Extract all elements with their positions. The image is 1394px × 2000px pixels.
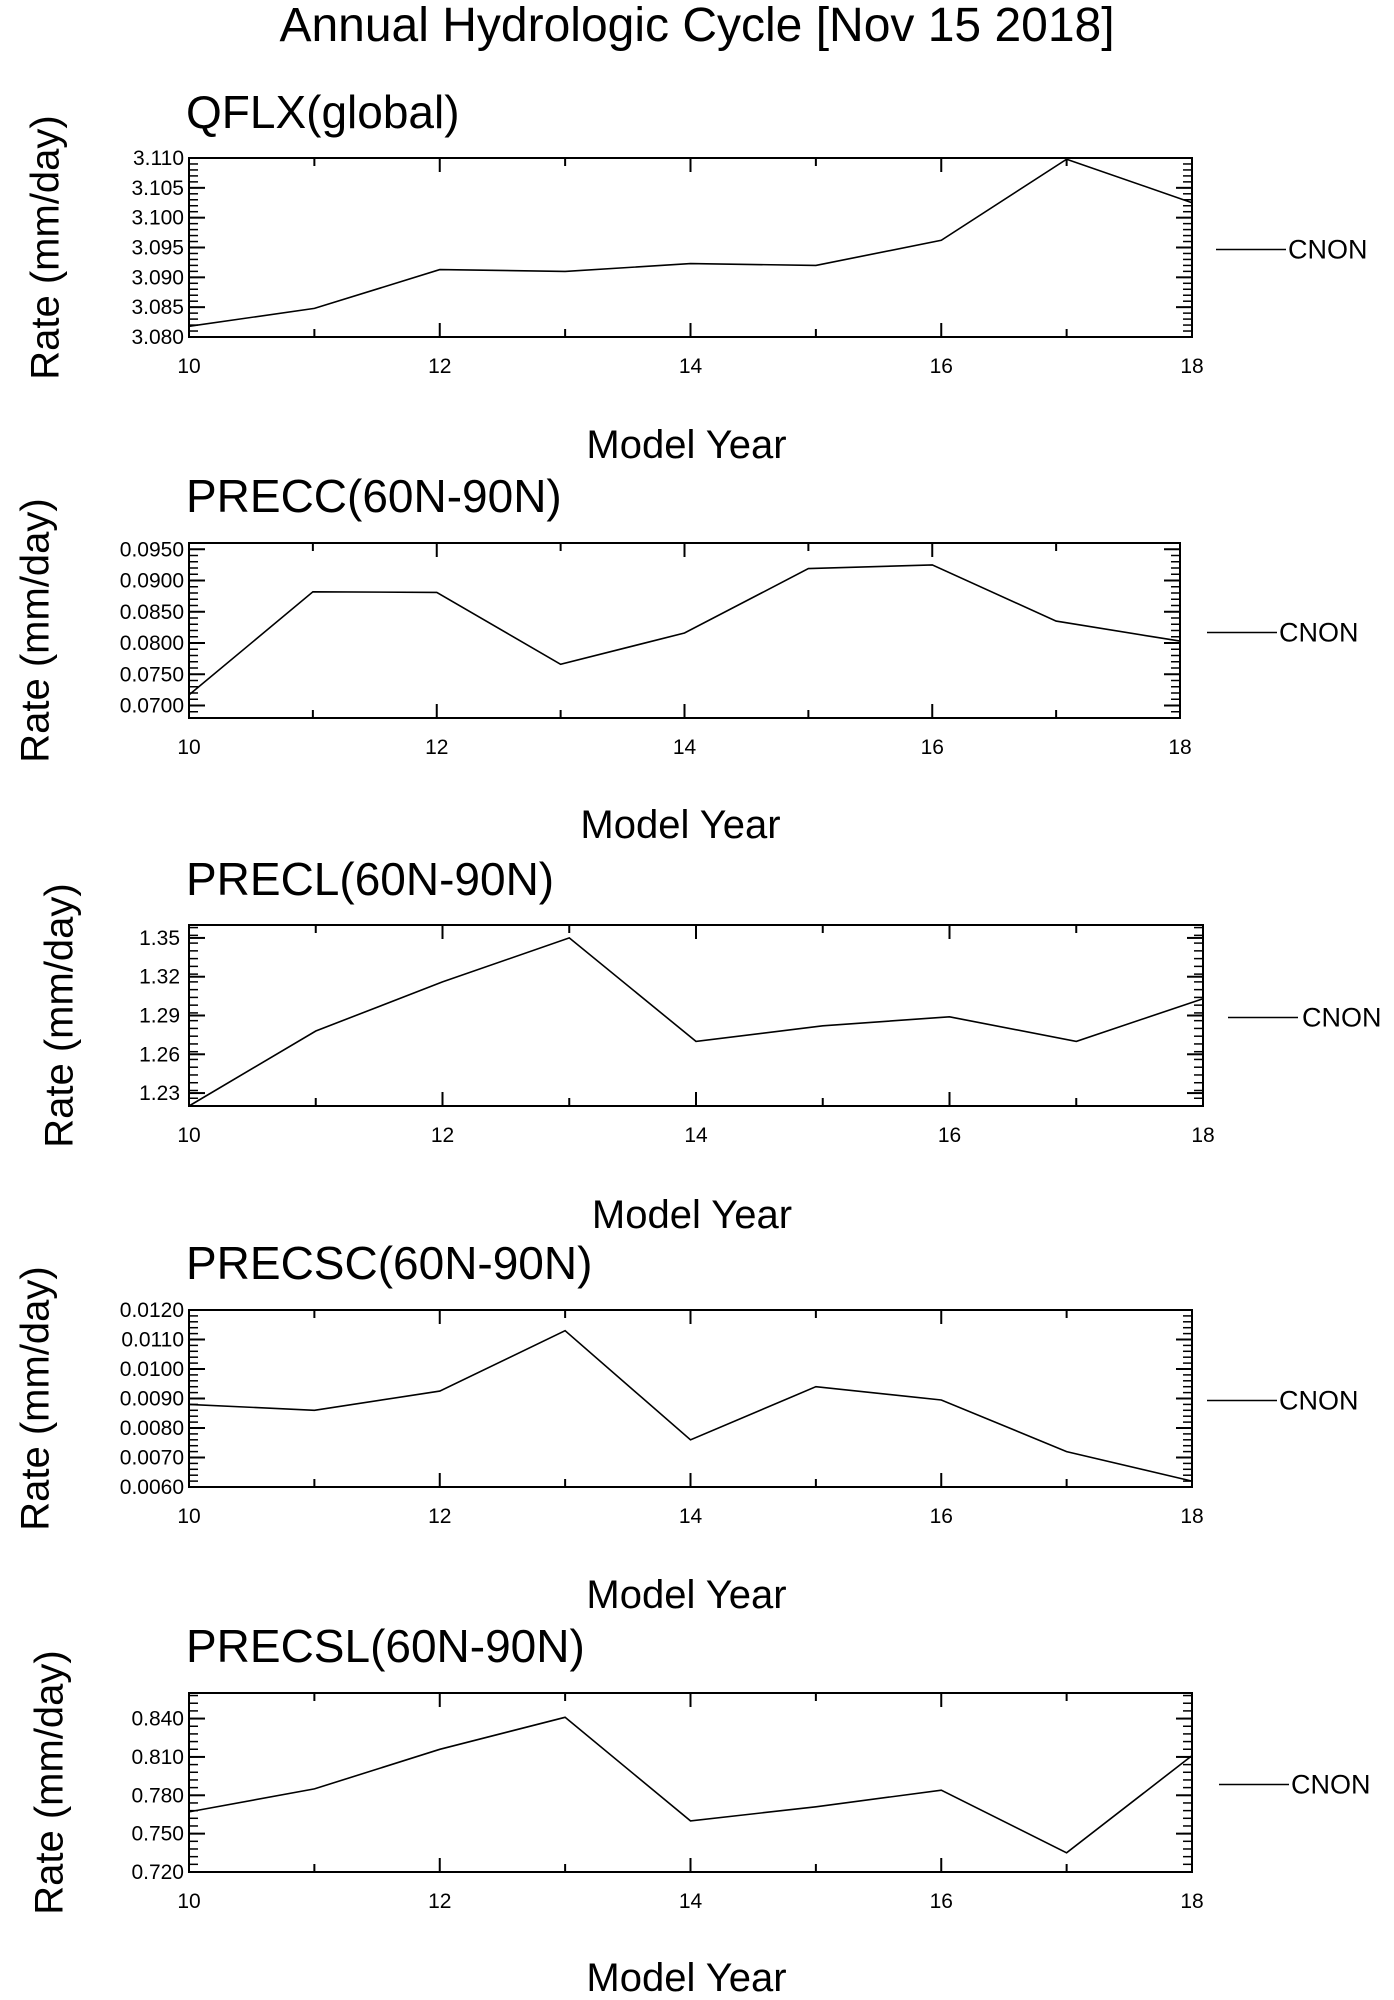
y-tick-label: 1.29 [139, 1005, 180, 1028]
x-tick-label: 14 [679, 1890, 703, 1913]
legend-label: CNON [1302, 1003, 1382, 1033]
chart-title: PRECSL(60N-90N) [186, 1620, 585, 1672]
legend-label: CNON [1288, 235, 1368, 265]
x-tick-label: 18 [1180, 1890, 1203, 1913]
y-tick-label: 0.780 [131, 1784, 184, 1807]
x-tick-label: 14 [673, 736, 697, 759]
y-axis-label: Rate (mm/day) [14, 1266, 58, 1531]
y-tick-label: 1.26 [139, 1043, 180, 1066]
x-tick-label: 12 [425, 736, 448, 759]
plot-frame [188, 157, 1193, 338]
series-line-cnon [188, 1716, 1193, 1854]
plot-frame [188, 542, 1181, 719]
plot-frame [188, 924, 1204, 1107]
x-tick-label: 12 [431, 1124, 454, 1147]
series-line-cnon [188, 158, 1193, 328]
x-tick-label: 16 [921, 736, 944, 759]
chart-panel-2: PRECC(60N-90N) 10 12 14 16 18 0.0700 0.0750 0.08… [14, 470, 1359, 847]
chart-title: PRECSC(60N-90N) [186, 1237, 592, 1289]
y-tick-label: 3.105 [131, 177, 184, 200]
y-tick-label: 0.750 [131, 1823, 184, 1846]
y-tick-label: 3.110 [133, 147, 184, 170]
y-tick-label: 0.0850 [120, 601, 184, 624]
y-tick-label: 0.0060 [120, 1476, 184, 1499]
y-tick-label: 0.0750 [120, 663, 184, 686]
y-tick-label: 0.0100 [120, 1358, 184, 1381]
y-axis-label: Rate (mm/day) [14, 498, 58, 763]
chart-title: QFLX(global) [186, 86, 460, 138]
y-tick-label: 3.080 [131, 326, 184, 349]
plot-frame [188, 1309, 1193, 1488]
x-tick-label: 16 [930, 355, 953, 378]
x-tick-label: 16 [930, 1505, 953, 1528]
series-line-cnon [188, 564, 1181, 696]
chart-title: PRECL(60N-90N) [186, 853, 554, 905]
x-tick-label: 14 [684, 1124, 708, 1147]
y-tick-label: 0.810 [131, 1746, 184, 1769]
legend-label: CNON [1291, 1770, 1371, 1800]
y-axis-label: Rate (mm/day) [28, 1650, 72, 1915]
x-tick-label: 10 [177, 355, 200, 378]
x-tick-label: 18 [1191, 1124, 1214, 1147]
x-tick-label: 14 [679, 355, 703, 378]
x-tick-label: 12 [428, 1890, 451, 1913]
chart-panel-1: QFLX(global) 10 12 14 16 18 3.080 3.085 3.090 3.0… [24, 86, 1368, 467]
chart-panel-4: PRECSC(60N-90N) 10 12 14 16 18 0.0060 0.0070 0.0… [14, 1237, 1359, 1617]
series-line-cnon [188, 1329, 1193, 1482]
chart-panel-3: PRECL(60N-90N) 10 12 14 16 18 1.23 1.26 1.29 1.32… [38, 853, 1382, 1237]
y-tick-label: 0.0900 [120, 570, 184, 593]
y-tick-label: 0.0080 [120, 1417, 184, 1440]
y-tick-label: 1.35 [139, 927, 180, 950]
x-tick-label: 18 [1180, 355, 1203, 378]
chart-title: PRECC(60N-90N) [186, 470, 562, 522]
x-tick-label: 10 [177, 1505, 200, 1528]
x-tick-label: 18 [1180, 1505, 1203, 1528]
x-axis-label: Model Year [586, 1956, 786, 2000]
y-tick-label: 3.100 [131, 207, 184, 230]
y-tick-label: 0.0070 [120, 1447, 184, 1470]
plot-frame [188, 1692, 1193, 1873]
x-tick-label: 16 [938, 1124, 961, 1147]
y-tick-label: 0.0110 [121, 1329, 184, 1352]
series-line-cnon [188, 936, 1204, 1107]
x-tick-label: 12 [428, 355, 451, 378]
x-tick-label: 18 [1168, 736, 1191, 759]
y-tick-label: 0.0950 [120, 538, 184, 561]
legend-label: CNON [1279, 618, 1359, 648]
x-axis-label: Model Year [580, 803, 780, 847]
x-axis-label: Model Year [586, 1573, 786, 1617]
page-title: Annual Hydrologic Cycle [Nov 15 2018] [279, 0, 1115, 52]
x-tick-label: 12 [428, 1505, 451, 1528]
chart-panel-5: PRECSL(60N-90N) 10 12 14 16 18 0.720 0.750 0.780… [28, 1620, 1371, 2000]
x-tick-label: 10 [177, 1124, 200, 1147]
y-tick-label: 1.32 [139, 966, 180, 989]
y-tick-label: 3.085 [131, 296, 184, 319]
y-tick-label: 1.23 [139, 1082, 180, 1105]
y-tick-label: 0.840 [131, 1708, 184, 1731]
x-axis-label: Model Year [586, 423, 786, 467]
y-tick-label: 3.090 [131, 266, 184, 289]
x-tick-label: 16 [930, 1890, 953, 1913]
x-tick-label: 10 [177, 1890, 200, 1913]
y-tick-label: 0.720 [131, 1861, 184, 1884]
x-tick-label: 10 [177, 736, 200, 759]
x-axis-label: Model Year [592, 1193, 792, 1237]
y-tick-label: 3.095 [131, 237, 184, 260]
y-tick-label: 0.0120 [120, 1299, 184, 1322]
y-axis-label: Rate (mm/day) [38, 883, 82, 1148]
x-tick-label: 14 [679, 1505, 703, 1528]
y-tick-label: 0.0800 [120, 632, 184, 655]
y-tick-label: 0.0090 [120, 1388, 184, 1411]
y-axis-label: Rate (mm/day) [24, 115, 68, 380]
y-tick-label: 0.0700 [120, 695, 184, 718]
legend-label: CNON [1279, 1386, 1359, 1416]
